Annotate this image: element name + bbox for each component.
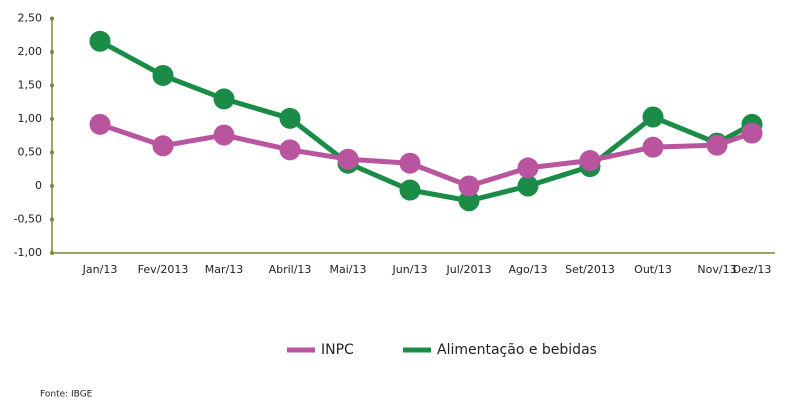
source-note: Fonte: IBGE [40, 390, 93, 400]
data-point [279, 107, 301, 129]
y-tick-mark [50, 83, 54, 88]
data-point [89, 113, 111, 135]
x-tick-label: Jan/13 [82, 263, 118, 276]
y-tick-mark [50, 251, 54, 255]
data-point [706, 134, 728, 156]
data-point [213, 88, 235, 110]
y-tick-label: 1,00 [18, 112, 43, 125]
data-point [399, 179, 421, 201]
x-tick-label: Dez/13 [733, 263, 772, 276]
y-tick-label: -0,50 [14, 213, 42, 226]
data-point [741, 122, 763, 144]
x-tick-label: Mai/13 [330, 263, 367, 276]
y-tick-mark [50, 184, 54, 188]
y-tick-mark [50, 217, 54, 222]
data-point [279, 139, 301, 161]
y-tick-mark [50, 16, 54, 21]
x-tick-label: Abril/13 [269, 263, 312, 276]
x-tick-label: Ago/13 [509, 263, 548, 276]
x-tick-label: Jul/2013 [446, 263, 492, 276]
y-tick-mark [50, 50, 54, 54]
data-point [152, 135, 174, 157]
data-point [152, 64, 174, 86]
legend-label: Alimentação e bebidas [437, 342, 597, 358]
y-tick-mark [50, 117, 54, 121]
data-point [213, 124, 235, 146]
data-point [579, 150, 601, 172]
x-tick-label: Out/13 [634, 263, 672, 276]
y-tick-label: 0 [35, 179, 42, 192]
y-tick-mark [50, 150, 54, 155]
x-tick-label: Jun/13 [392, 263, 428, 276]
series-line [98, 39, 754, 204]
data-point [458, 190, 480, 212]
x-tick-label: Set/2013 [565, 263, 615, 276]
legend-label: INPC [321, 342, 354, 358]
y-tick-label: 2,50 [18, 12, 43, 25]
data-point [517, 157, 539, 179]
y-tick-label: 1,50 [18, 79, 43, 92]
data-point [642, 136, 664, 158]
data-point [399, 152, 421, 174]
y-tick-label: 2,00 [18, 45, 43, 58]
data-point [89, 30, 111, 52]
x-tick-label: Nov/13 [697, 263, 736, 276]
data-point [337, 148, 359, 170]
data-point [517, 175, 539, 197]
data-point [642, 106, 664, 128]
x-tick-label: Mar/13 [205, 263, 243, 276]
data-point [458, 175, 480, 197]
y-tick-label: 0,50 [18, 146, 43, 159]
x-tick-label: Fev/2013 [138, 263, 189, 276]
y-tick-label: -1,00 [14, 246, 42, 259]
